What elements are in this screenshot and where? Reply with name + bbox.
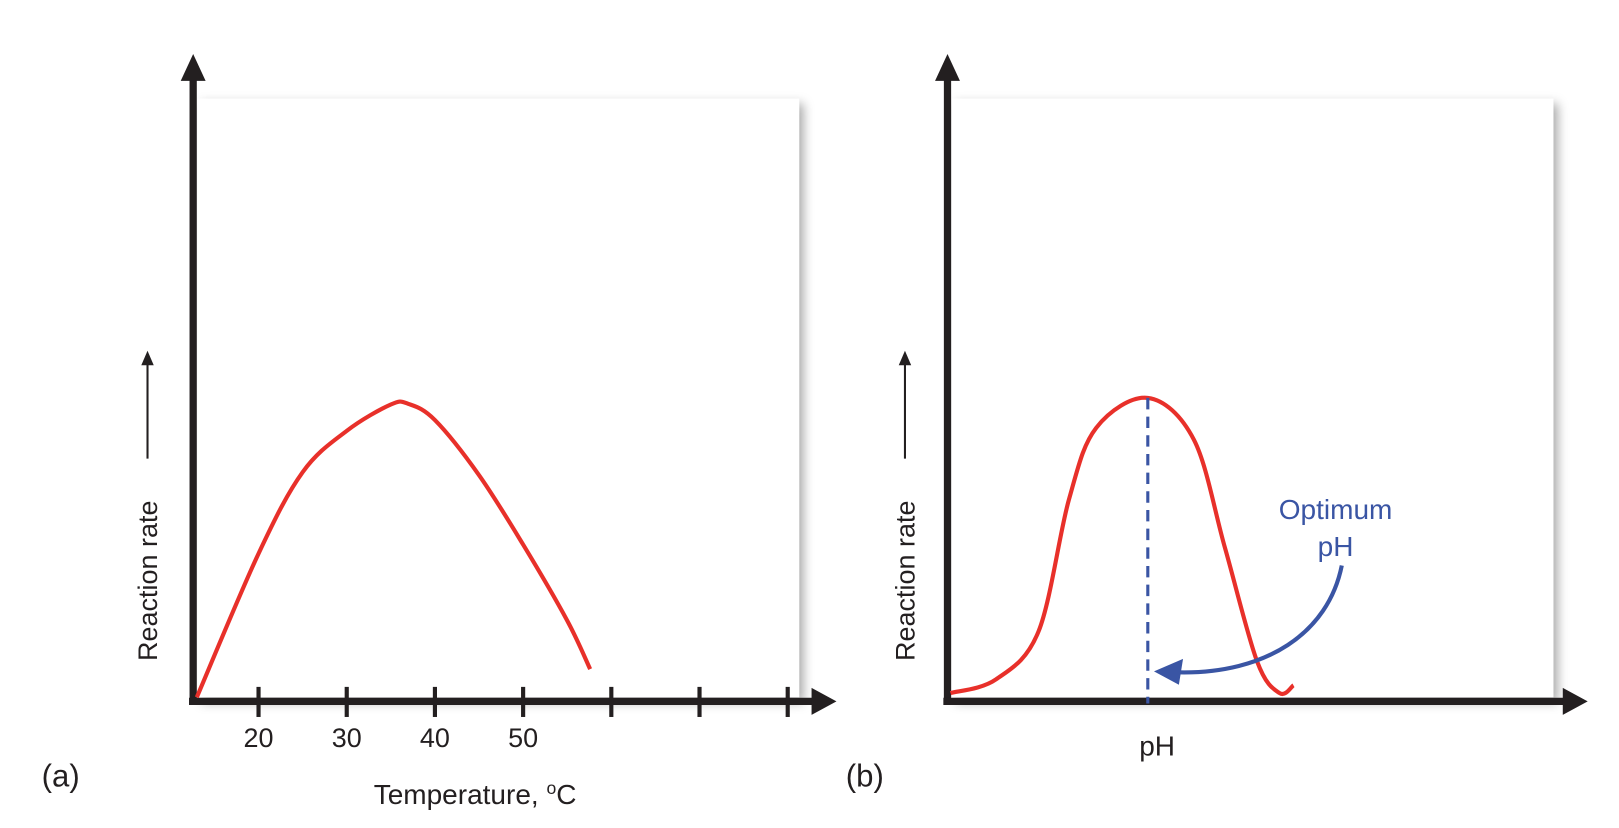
x-axis-label-b: pH: [1139, 730, 1175, 761]
plot-area-b: [951, 98, 1554, 698]
temperature-curve: [194, 399, 593, 699]
y-axis-arrowhead-a: [180, 53, 206, 81]
optimum-pointer-arrow: [1177, 565, 1344, 675]
panel-label-a: (a): [42, 758, 80, 793]
optimum-annotation-line2: pH: [1318, 531, 1354, 562]
x-axis-arrowhead-a: [811, 687, 837, 715]
y-label-arrowhead-b: [898, 350, 912, 366]
panel-a: 20 30 40 50 Reaction rate Temperature, oC (…: [42, 53, 837, 810]
panel-label-b: (b): [846, 758, 884, 793]
optimum-annotation-line1: Optimum: [1279, 494, 1393, 525]
x-tick-label: 40: [420, 723, 450, 753]
y-axis-label-b: Reaction rate: [890, 501, 920, 661]
y-axis-arrowhead-b: [935, 53, 960, 81]
x-axis-arrowhead-b: [1562, 687, 1588, 715]
x-tick-label: 50: [508, 723, 538, 753]
x-tick-label: 30: [332, 723, 362, 753]
x-axis-label-a: Temperature, oC: [374, 778, 577, 810]
x-tick-label: 20: [244, 723, 274, 753]
optimum-pointer-arrowhead: [1153, 658, 1184, 685]
plot-area-a: [197, 98, 800, 698]
panel-b: Optimum pH pH Reaction rate (b): [846, 53, 1588, 793]
y-axis-label-a: Reaction rate: [133, 501, 163, 661]
y-label-arrowhead-a: [141, 350, 154, 366]
